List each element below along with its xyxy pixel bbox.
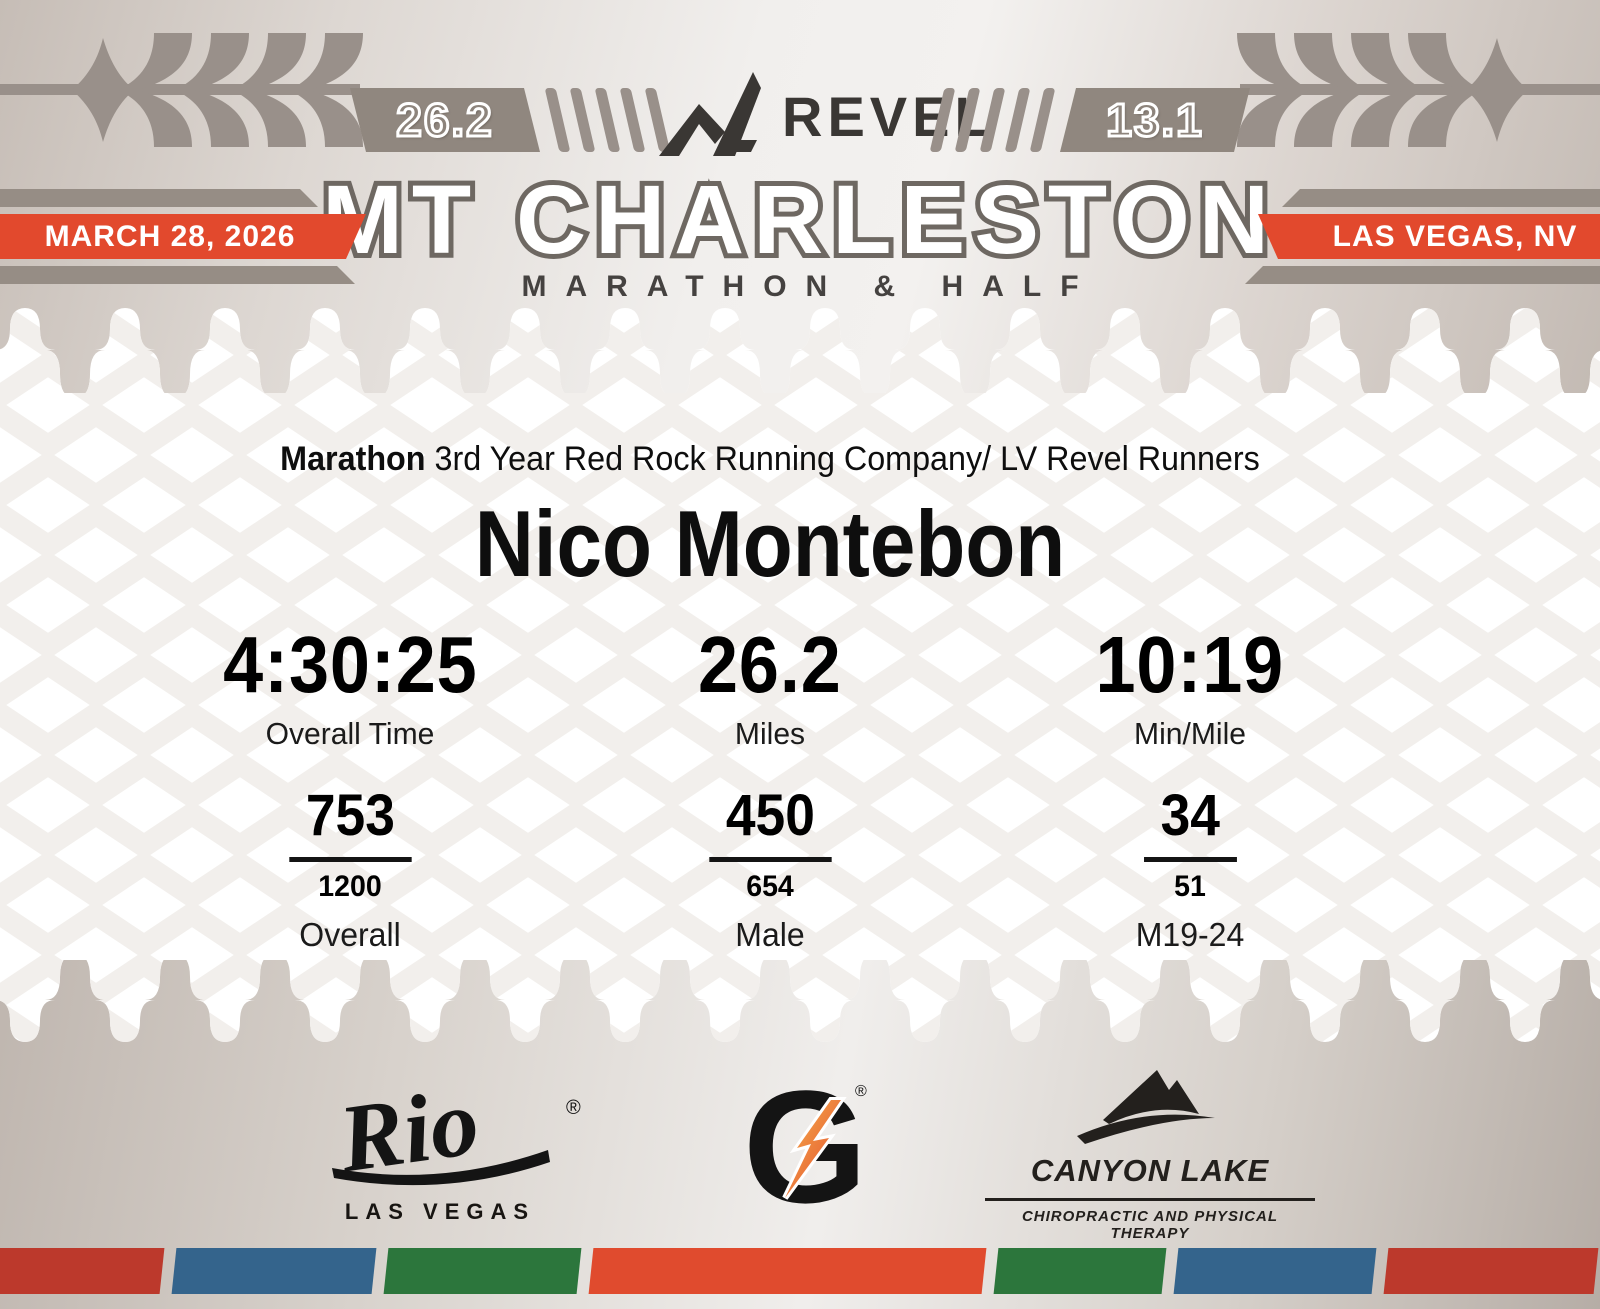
sponsor-canyon-lake-logo: CANYON LAKE CHIROPRACTIC AND PHYSICAL TH… bbox=[985, 1062, 1315, 1242]
stat-value: 10:19 bbox=[1095, 620, 1285, 709]
stripe-segment bbox=[383, 1248, 582, 1294]
rank-total: 654 bbox=[746, 870, 794, 903]
stat-miles: 26.2 Miles bbox=[560, 620, 980, 752]
date-label: MARCH 28, 2026 bbox=[44, 219, 296, 253]
stripe-segment bbox=[993, 1248, 1167, 1294]
revel-wordmark: REVEL bbox=[782, 85, 994, 148]
stripe-right-bottom bbox=[1245, 266, 1600, 284]
rank-total: 51 bbox=[1174, 870, 1206, 903]
stat-overall-time: 4:30:25 Overall Time bbox=[140, 620, 560, 752]
canyon-lake-tagline: CHIROPRACTIC AND PHYSICAL THERAPY bbox=[1021, 1208, 1279, 1242]
team-description: 3rd Year Red Rock Running Company/ LV Re… bbox=[425, 440, 1260, 478]
rank-place: 34 bbox=[1143, 785, 1237, 862]
sponsor-gatorade-logo: G ® bbox=[735, 1057, 875, 1236]
arrow-fletching-icon bbox=[0, 33, 1600, 147]
rio-las-vegas-label: LAS VEGAS bbox=[344, 1199, 536, 1224]
stats-row: 4:30:25 Overall Time 26.2 Miles 10:19 Mi… bbox=[140, 620, 1400, 752]
stat-label: Min/Mile bbox=[1134, 716, 1246, 751]
stripe-segment bbox=[588, 1248, 987, 1294]
gatorade-registered-mark: ® bbox=[855, 1083, 867, 1100]
race-category-line: Marathon 3rd Year Red Rock Running Compa… bbox=[39, 440, 1502, 479]
rio-script-icon: Rio ® bbox=[332, 1067, 581, 1192]
date-badge: MARCH 28, 2026 bbox=[0, 214, 366, 259]
result-panel-background bbox=[0, 308, 1600, 1042]
rank-label: M19-24 bbox=[1135, 916, 1245, 953]
location-badge: LAS VEGAS, NV bbox=[1258, 214, 1600, 259]
sponsor-rio-logo: Rio ® LAS VEGAS bbox=[280, 1067, 600, 1225]
stat-value: 4:30:25 bbox=[222, 620, 478, 709]
slash-marks-right-icon bbox=[929, 88, 1056, 152]
stripe-left-top bbox=[0, 189, 318, 207]
stat-pace: 10:19 Min/Mile bbox=[980, 620, 1400, 752]
rank-male: 450 654 Male bbox=[560, 785, 980, 954]
lightning-bolt-icon bbox=[782, 1097, 847, 1200]
runner-name: Nico Montebon bbox=[474, 491, 1066, 596]
rank-label: Overall bbox=[299, 916, 401, 953]
location-label: LAS VEGAS, NV bbox=[1332, 219, 1578, 253]
event-subtitle: MARATHON & HALF bbox=[521, 270, 1098, 303]
stripe-right-top bbox=[1282, 189, 1600, 207]
rank-label: Male bbox=[735, 916, 805, 953]
distance-262-label: 26.2 bbox=[395, 93, 494, 148]
canyon-lake-name: CANYON LAKE bbox=[985, 1153, 1315, 1201]
stat-label: Miles bbox=[734, 716, 806, 751]
stripe-segment bbox=[171, 1248, 377, 1294]
rank-place: 753 bbox=[288, 785, 412, 862]
stat-value: 26.2 bbox=[698, 620, 842, 709]
rio-registered-mark: ® bbox=[566, 1097, 581, 1119]
revel-mountain-icon bbox=[659, 72, 761, 156]
stripe-segment bbox=[1383, 1248, 1599, 1294]
race-label: Marathon bbox=[280, 440, 426, 478]
stripe-left-bottom bbox=[0, 266, 355, 284]
distance-badge-131: 13.1 bbox=[1060, 88, 1250, 152]
rankings-row: 753 1200 Overall 450 654 Male 34 51 M19-… bbox=[140, 785, 1400, 954]
stripe-segment bbox=[0, 1248, 165, 1294]
distance-badge-262: 26.2 bbox=[350, 88, 540, 152]
bottom-color-stripe bbox=[0, 1248, 1600, 1294]
rank-place: 450 bbox=[708, 785, 832, 862]
rank-total: 1200 bbox=[318, 870, 382, 903]
canyon-lake-mountain-icon bbox=[1077, 1070, 1215, 1144]
stat-label: Overall Time bbox=[265, 716, 435, 751]
event-title-graphic: MT CHARLESTON bbox=[317, 160, 1278, 279]
rank-division: 34 51 M19-24 bbox=[980, 785, 1400, 954]
distance-131-label: 13.1 bbox=[1105, 93, 1204, 148]
stripe-segment bbox=[1173, 1248, 1377, 1294]
event-title: MT CHARLESTON bbox=[322, 165, 1278, 274]
rank-overall: 753 1200 Overall bbox=[140, 785, 560, 954]
slash-marks-left-icon bbox=[544, 88, 671, 152]
gatorade-g-icon: G ® bbox=[743, 1057, 867, 1236]
